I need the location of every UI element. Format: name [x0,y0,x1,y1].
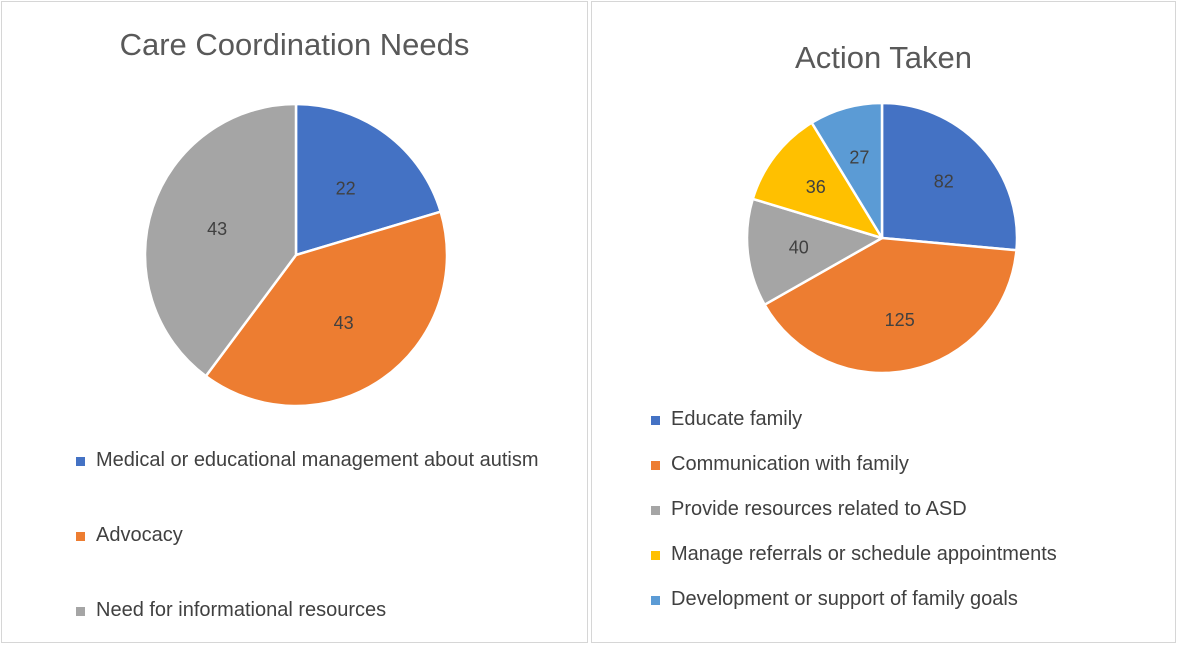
pie-slice [294,102,442,257]
legend-item: Medical or educational management about … [76,445,538,475]
slice-data-label: 22 [336,178,356,198]
legend-item: Educate family [651,404,802,434]
pie-slice [763,236,1018,375]
chart-title: Action Taken [795,40,972,75]
legend-item: Development or support of family goals [651,584,1018,614]
legend-swatch [651,506,660,515]
slice-data-label: 27 [849,147,869,167]
slice-data-label: 125 [885,310,915,330]
legend-label: Communication with family [671,453,909,475]
slice-data-label: 43 [334,313,354,333]
slice-data-label: 43 [207,219,227,239]
legend-swatch [651,461,660,470]
legend-label: Advocacy [96,524,183,546]
chart-title: Care Coordination Needs [119,27,470,62]
pie-slice [810,101,884,240]
legend-swatch [651,596,660,605]
legend-item: Need for informational resources [76,595,386,625]
pie-slice [143,102,298,378]
pie-slice [751,121,884,240]
chart-panel-action-taken: Action Taken 82 125 40 36 27 Educate family … [591,1,1176,643]
chart-panel-care-coordination: Care Coordination Needs 22 43 43 Medical o… [1,1,588,643]
pie-chart-care-coordination: 22 43 43 [143,102,449,408]
legend-item: Provide resources related to ASD [651,494,967,524]
legend-label: Provide resources related to ASD [671,498,967,520]
legend-swatch [651,551,660,560]
pie-slice [204,210,449,408]
slice-data-label: 82 [934,172,954,192]
legend-label: Medical or educational management about … [96,449,539,471]
legend-item: Advocacy [76,520,183,550]
pie-slice [745,197,884,306]
legend-label: Manage referrals or schedule appointment… [671,543,1057,565]
pie-slice [880,101,1019,252]
slice-data-label: 36 [806,177,826,197]
pie-chart-action-taken: 82 125 40 36 27 [745,101,1019,375]
legend-swatch [76,607,85,616]
legend-item: Communication with family [651,449,909,479]
legend-label: Development or support of family goals [671,588,1018,610]
legend-swatch [651,416,660,425]
legend-item: Manage referrals or schedule appointment… [651,539,1057,569]
slice-data-label: 40 [789,237,809,257]
legend-label: Educate family [671,408,803,430]
legend-swatch [76,457,85,466]
legend-swatch [76,532,85,541]
legend-label: Need for informational resources [96,599,387,621]
